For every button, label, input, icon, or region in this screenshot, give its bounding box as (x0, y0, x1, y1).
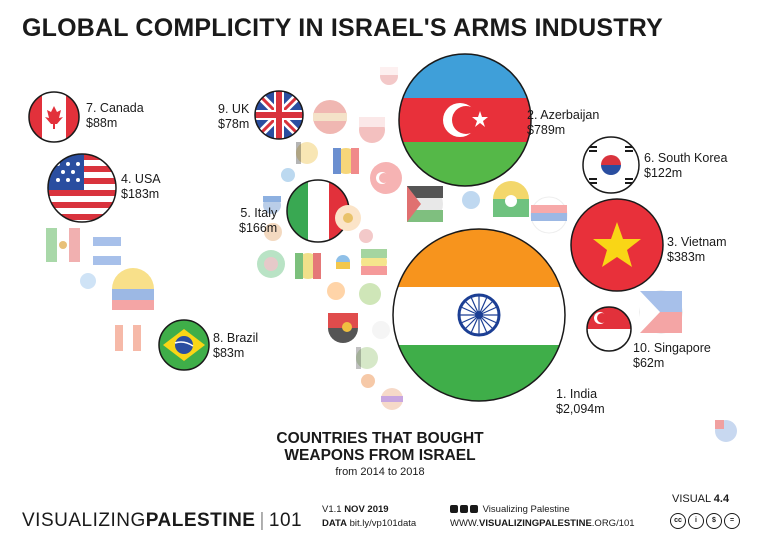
label-canada: 7. Canada $88m (86, 101, 144, 130)
version-info: V1.1 NOV 2019 DATA bit.ly/vp101data (322, 504, 417, 529)
label-italy: 5. Italy $166m (239, 206, 278, 235)
bubble-ci-13 (361, 249, 387, 275)
nc-icon: $ (706, 513, 722, 529)
bubble-ci-28 (93, 237, 121, 265)
bubble-ci-29 (80, 273, 96, 289)
label-india: 1. India $2,094m (556, 387, 605, 416)
bubble-brazil (159, 320, 209, 370)
bubble-ci-25 (462, 191, 480, 209)
data-link[interactable]: bit.ly/vp101data (349, 518, 417, 529)
bubble-uk (255, 91, 303, 139)
bubble-ci-11 (335, 205, 361, 231)
brand-logo: VISUALIZINGPALESTINE | 101 (22, 510, 303, 531)
bubble-south-korea (583, 137, 639, 193)
bubble-ci-8 (281, 168, 295, 182)
bubble-ci-30 (112, 268, 154, 310)
cc-icon: cc (670, 513, 686, 529)
bubble-ci-31 (115, 325, 141, 351)
label-brazil: 8. Brazil $83m (213, 331, 259, 360)
bubble-ci-15 (295, 253, 321, 279)
bubble-ci-24 (530, 196, 568, 234)
bubble-ci-9 (263, 196, 281, 214)
bubble-ci-20 (356, 347, 378, 369)
bubble-singapore (587, 307, 631, 351)
label-south-korea: 6. South Korea $122m (644, 151, 728, 180)
bubble-ci-23 (493, 181, 529, 217)
label-azerbaijan: 2. Azerbaijan $789m (527, 108, 600, 137)
bubble-ci-18 (328, 313, 358, 343)
bubble-ci-6 (370, 162, 402, 194)
bubble-ci-1 (313, 100, 347, 134)
twitter-icon[interactable] (460, 505, 468, 513)
instagram-icon[interactable] (450, 505, 458, 513)
label-vietnam: 3. Vietnam $383m (667, 235, 727, 264)
bubble-ci-19 (372, 321, 390, 339)
bubble-ci-7 (407, 186, 443, 222)
bubble-ci-22 (381, 388, 403, 410)
by-icon: i (688, 513, 704, 529)
bubble-ci-10 (264, 223, 282, 241)
bubble-ci-26 (639, 290, 683, 334)
facebook-icon[interactable] (470, 505, 478, 513)
label-uk: 9. UK $78m (218, 102, 250, 131)
chart-subtitle: COUNTRIES THAT BOUGHT WEAPONS FROM ISRAE… (276, 430, 484, 478)
bubble-vietnam (571, 199, 663, 291)
bubble-usa (48, 154, 116, 222)
license-icons: cc i $ = (670, 509, 742, 529)
bubble-ci-3 (380, 67, 398, 85)
bubble-ci-5 (333, 148, 359, 174)
bubble-ci-17 (359, 283, 381, 305)
label-singapore: 10. Singapore $62m (633, 341, 711, 370)
nd-icon: = (724, 513, 740, 529)
bubble-ci-27 (46, 228, 80, 262)
bubble-ci-4 (296, 142, 318, 164)
label-usa: 4. USA $183m (121, 172, 161, 201)
bubble-ci-21 (361, 374, 375, 388)
bubble-ci-32 (715, 420, 737, 442)
bubble-ci-2 (359, 117, 385, 143)
bubble-ci-14 (257, 250, 285, 278)
bubble-ci-12 (336, 255, 350, 269)
website-link[interactable]: WWW.VISUALIZINGPALESTINE.ORG/101 (450, 518, 635, 529)
bubble-ci-33 (359, 229, 373, 243)
social-info: Visualizing Palestine WWW.VISUALIZINGPAL… (450, 504, 635, 529)
bubble-ci-16 (327, 282, 345, 300)
page-title: GLOBAL COMPLICITY IN ISRAEL'S ARMS INDUS… (22, 14, 663, 42)
visual-number: VISUAL 4.4 (672, 493, 730, 505)
